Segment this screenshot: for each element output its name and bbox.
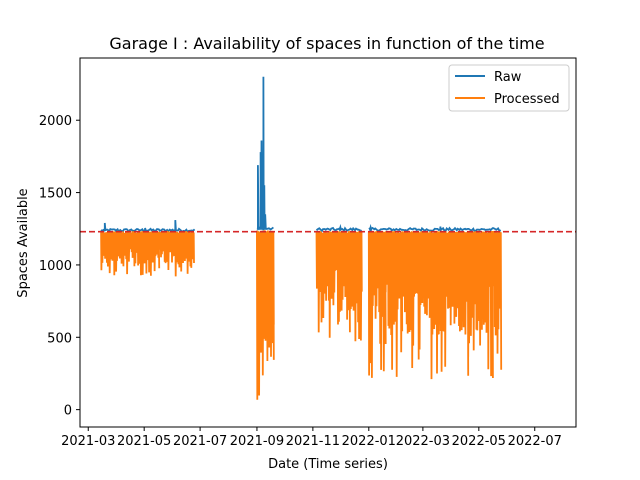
legend: Raw Processed bbox=[449, 65, 569, 111]
x-tick-label: 2022-05 bbox=[452, 434, 506, 449]
x-tick-label: 2021-03 bbox=[61, 434, 115, 449]
legend-label-processed: Processed bbox=[494, 92, 560, 107]
y-axis-label: Spaces Available bbox=[16, 188, 31, 297]
y-tick-label: 0 bbox=[64, 404, 72, 419]
x-tick-label: 2022-03 bbox=[396, 434, 450, 449]
legend-label-raw: Raw bbox=[494, 70, 522, 85]
raw-series-segment-1 bbox=[257, 77, 274, 230]
processed-series-segment-3 bbox=[369, 231, 501, 379]
plot-lines bbox=[101, 77, 501, 400]
raw-series-segment-0 bbox=[101, 220, 195, 232]
chart-title: Garage I : Availability of spaces in fun… bbox=[109, 34, 544, 53]
y-tick-label: 1500 bbox=[39, 187, 72, 202]
x-tick-label: 2021-05 bbox=[117, 434, 171, 449]
x-tick-label: 2021-07 bbox=[173, 434, 227, 449]
x-tick-label: 2022-07 bbox=[508, 434, 562, 449]
x-tick-label: 2021-11 bbox=[286, 434, 340, 449]
y-tick-label: 1000 bbox=[39, 259, 72, 274]
y-axis: 0 500 1000 1500 2000 bbox=[39, 114, 80, 418]
x-tick-label: 2021-09 bbox=[230, 434, 284, 449]
processed-series-segment-1 bbox=[257, 230, 274, 400]
x-axis-label: Date (Time series) bbox=[268, 457, 388, 472]
x-tick-label: 2022-01 bbox=[342, 434, 396, 449]
raw-series-segment-3 bbox=[369, 227, 501, 231]
processed-series-segment-0 bbox=[101, 231, 194, 277]
y-tick-label: 500 bbox=[47, 331, 72, 346]
processed-series-segment-2 bbox=[317, 231, 362, 341]
y-tick-label: 2000 bbox=[39, 114, 72, 129]
x-axis: 2021-03 2021-05 2021-07 2021-09 2021-11 2022-… bbox=[61, 427, 562, 449]
raw-series-segment-2 bbox=[317, 227, 362, 231]
